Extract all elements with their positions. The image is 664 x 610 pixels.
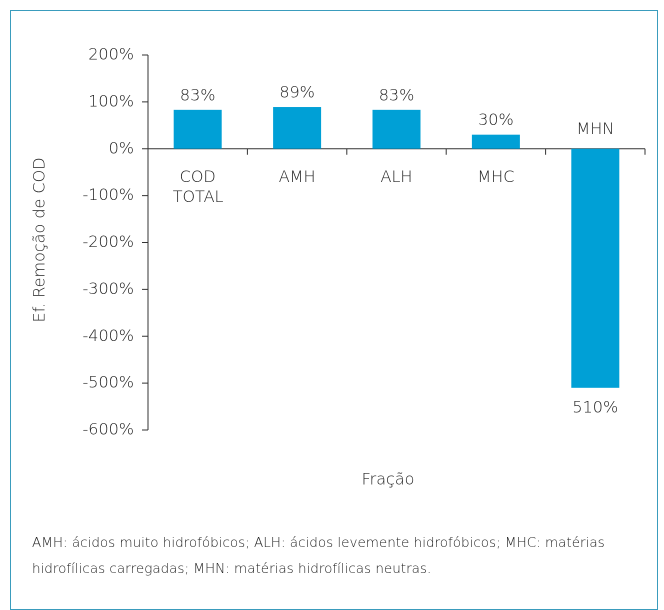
y-tick-label: 0% [109,138,134,157]
bar [173,109,222,149]
y-axis-title: Ef. Remoção de COD [30,157,49,322]
chart: Ef. Remoção de COD Fração 200% 100% 0% -100… [30,45,646,489]
y-tick-label: -100% [82,185,134,204]
y-tick-label: -400% [82,326,134,345]
y-tick-label: -200% [82,232,134,251]
y-tick-label: -500% [82,373,134,392]
x-tick-label-box: MHN [576,118,615,138]
y-tick-label: 100% [88,91,134,110]
x-tick-label: COD TOTAL [172,166,224,206]
bar [471,134,520,149]
x-tick-label-box: COD TOTAL [172,166,224,206]
value-label: 83% [180,85,216,104]
page: {"chart_data": {"type": "bar", "y_label"… [10,10,658,610]
x-tick-label-box: MHC [477,166,515,186]
value-label: 30% [478,110,514,129]
x-tick-label: MHN [576,118,615,138]
note: AMH: ácidos muito hidrofóbicos; ALH: áci… [32,535,605,577]
bar [273,107,322,149]
x-tick-label: ALH [380,166,413,186]
value-label: 89% [279,83,315,102]
x-tick-label-box: ALH [380,166,413,186]
x-tick-label: MHC [477,166,515,186]
x-tick-label-box: AMH [278,166,316,186]
value-label: 510% [572,397,618,416]
bar [571,148,620,388]
y-tick-label: -600% [82,420,134,439]
value-label: 83% [379,85,415,104]
y-tick-label: 200% [88,45,134,64]
x-axis-title: Fração [362,470,415,489]
bar [372,109,421,149]
y-tick-label: -300% [82,279,134,298]
x-tick-label: AMH [278,166,316,186]
